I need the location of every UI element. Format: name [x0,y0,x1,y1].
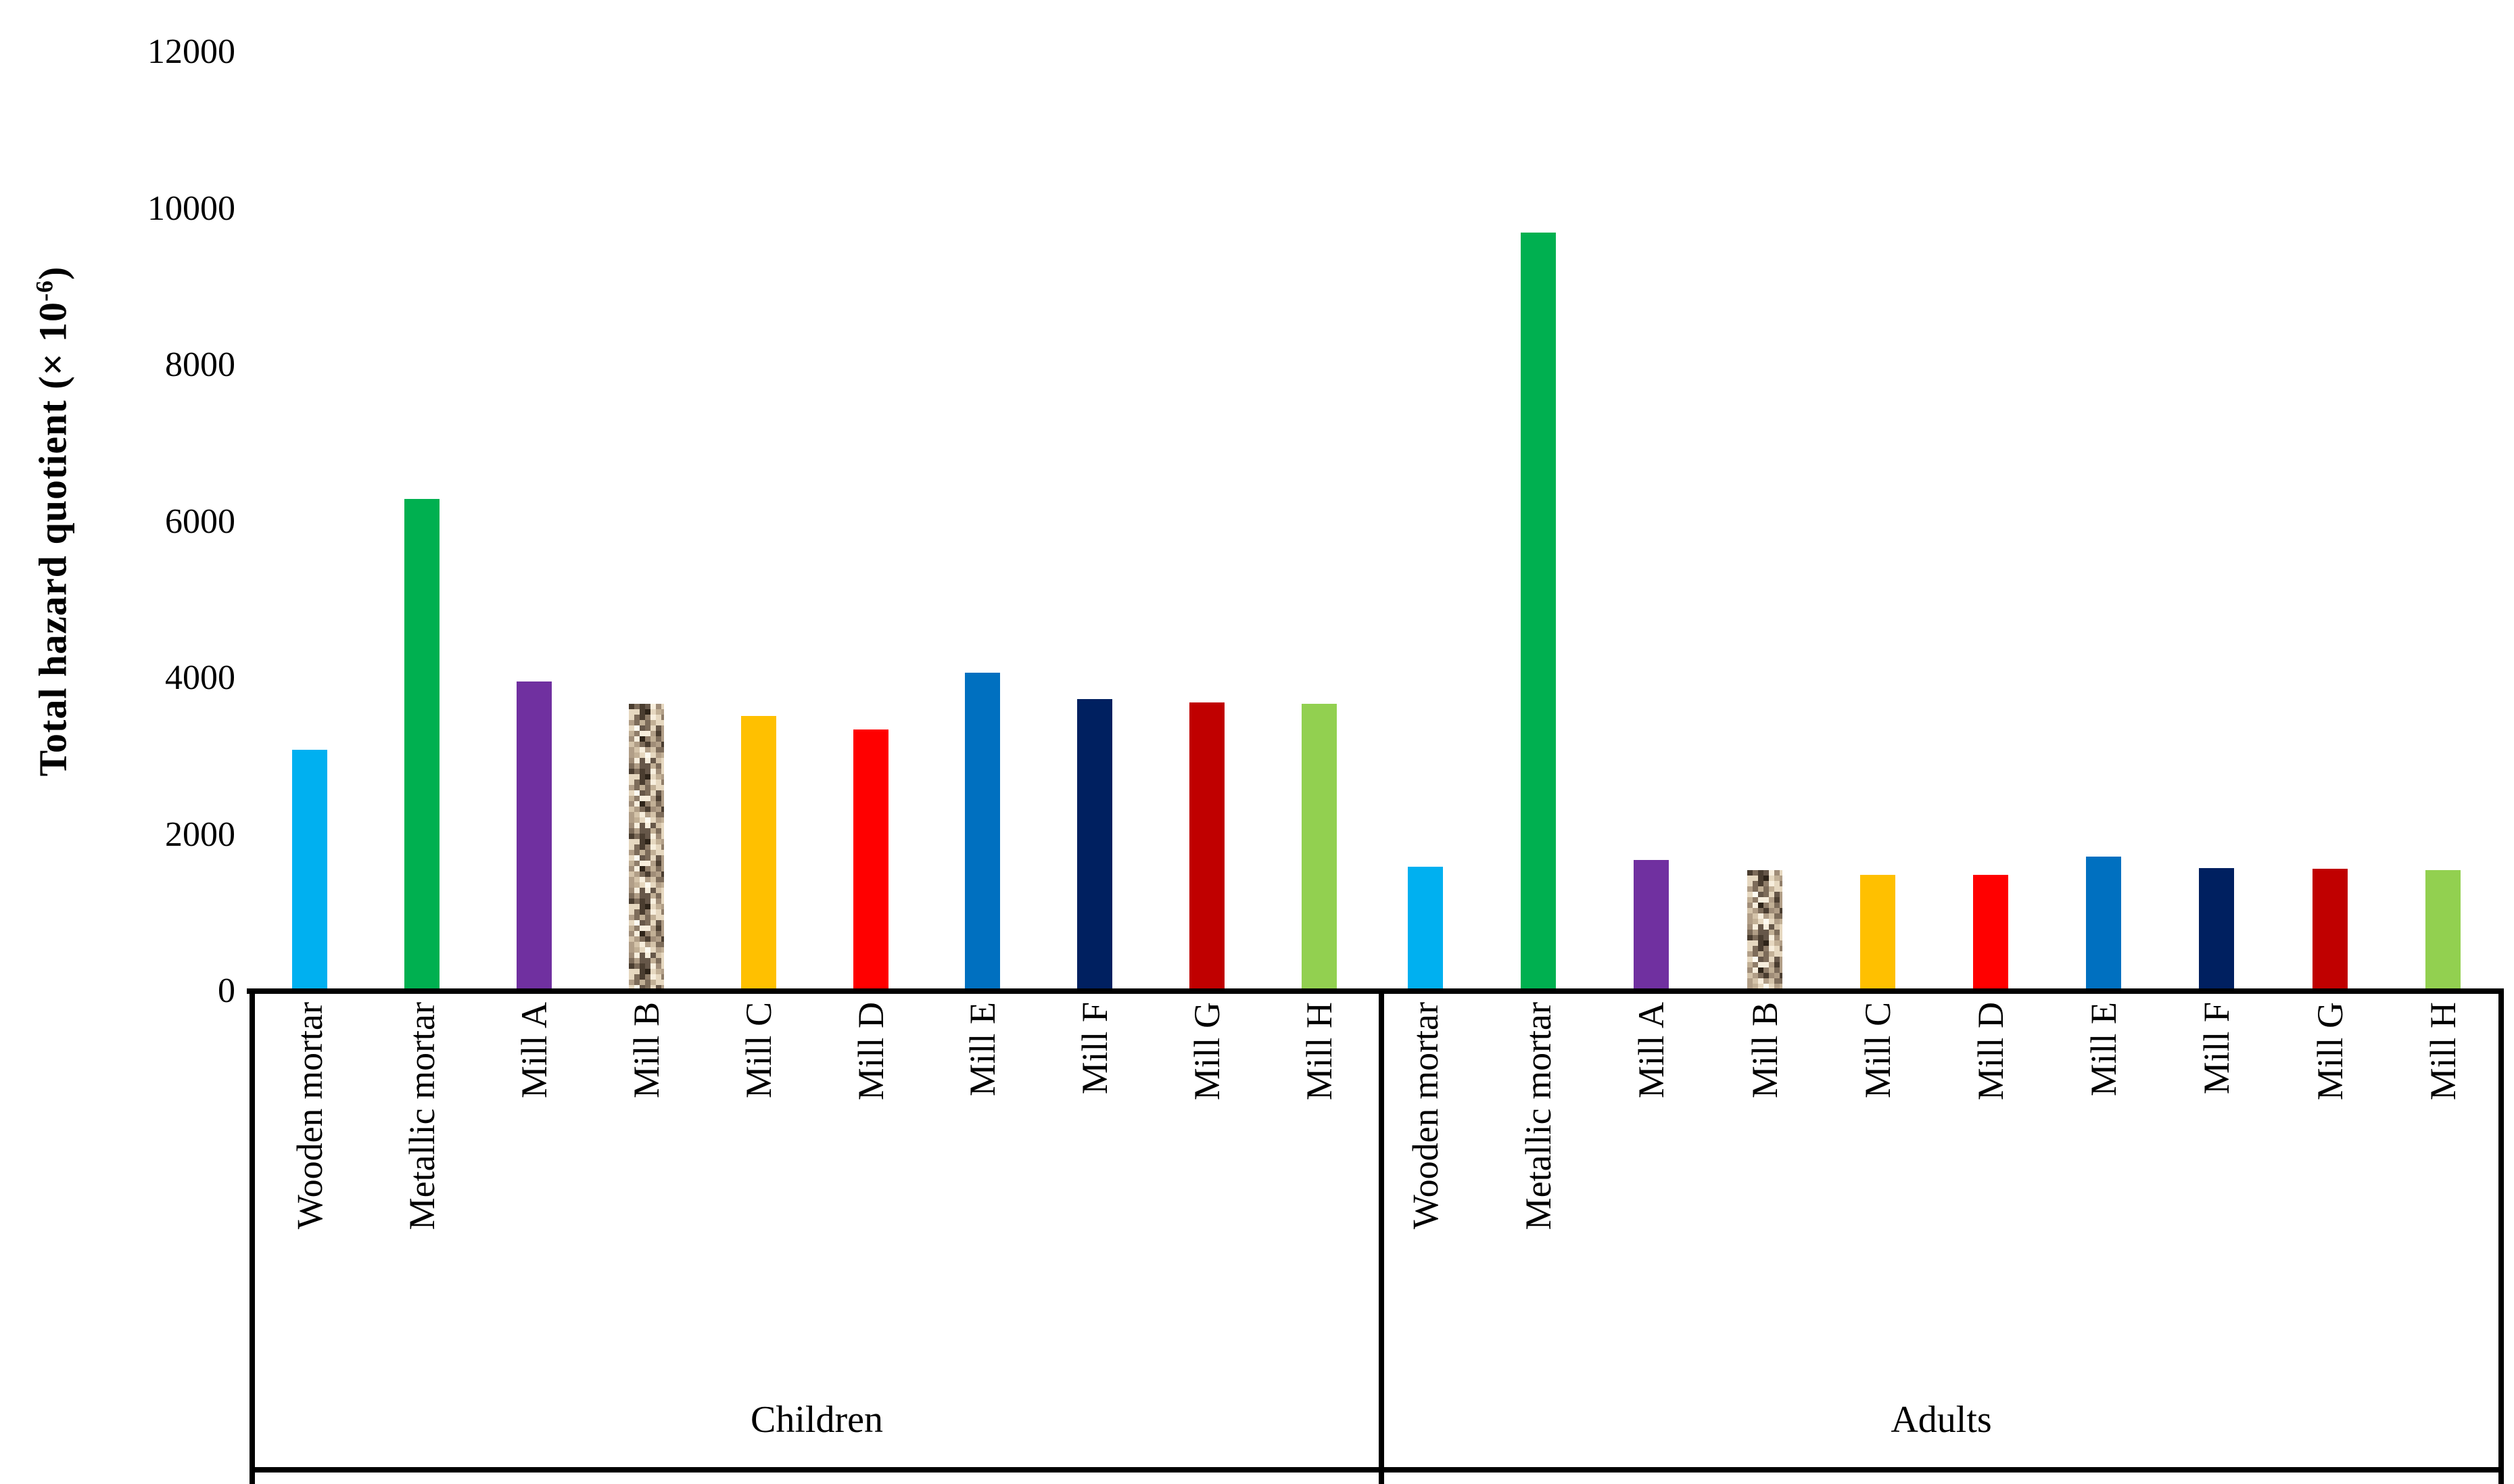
category-label-adults-mill-a: Mill A [1631,1002,1672,1099]
bar-adults-mill-b [1747,870,1782,991]
category-box-bottom-border [250,1467,2504,1473]
category-label-adults-mill-d: Mill D [1970,1002,2011,1101]
bar-children-mill-g [1189,702,1225,991]
bar-adults-mill-a [1634,860,1669,991]
bar-adults-mill-h [2425,870,2461,991]
y-tick-label-10000: 10000 [147,189,235,228]
category-label-children-mill-g: Mill G [1187,1002,1228,1101]
y-axis-title-exponent: -6 [30,279,58,302]
bar-adults-metallic-mortar [1521,233,1557,991]
bar-children-metallic-mortar [404,499,440,991]
y-tick-label-4000: 4000 [165,659,235,697]
group-label-adults: Adults [1891,1399,1992,1441]
category-label-adults-mill-h: Mill H [2422,1002,2463,1101]
category-label-children-mill-c: Mill C [738,1002,779,1099]
category-label-children-mill-e: Mill E [962,1002,1003,1097]
category-label-children-mill-a: Mill A [513,1002,554,1099]
bar-adults-wooden-mortar [1408,867,1443,991]
category-label-adults-mill-b: Mill B [1744,1002,1785,1099]
bar-children-mill-c [740,716,776,991]
y-tick-label-8000: 8000 [165,345,235,384]
y-tick-label-0: 0 [218,972,235,1010]
bar-children-wooden-mortar [292,750,327,991]
category-label-children-mill-d: Mill D [850,1002,891,1101]
category-label-children-metallic-mortar: Metallic mortar [401,1002,442,1230]
category-label-adults-mill-g: Mill G [2309,1002,2350,1101]
y-tick-label-2000: 2000 [165,815,235,854]
y-tick-label-12000: 12000 [147,32,235,71]
category-label-children-mill-b: Mill B [625,1002,667,1099]
bar-children-mill-d [853,729,888,991]
category-label-children-wooden-mortar: Wooden mortar [289,1002,330,1230]
category-label-adults-wooden-mortar: Wooden mortar [1405,1002,1446,1230]
category-label-adults-mill-e: Mill E [2083,1002,2125,1097]
category-label-adults-metallic-mortar: Metallic mortar [1518,1002,1559,1230]
y-axis-title-close: ) [30,266,75,280]
bar-children-mill-e [965,673,1001,991]
bar-adults-mill-d [1973,875,2008,991]
bar-children-mill-a [516,681,552,991]
category-label-children-mill-h: Mill H [1299,1002,1340,1101]
bar-children-mill-b [628,704,664,991]
bar-adults-mill-c [1859,875,1895,991]
category-label-adults-mill-f: Mill F [2196,1002,2237,1095]
category-box-group-divider [1379,991,1384,1484]
group-label-children: Children [751,1399,883,1441]
bar-children-mill-f [1077,699,1113,991]
category-box-left-border [250,991,255,1484]
y-tick-label-6000: 6000 [165,502,235,541]
bar-adults-mill-f [2199,868,2235,991]
bar-children-mill-h [1302,704,1337,991]
category-box-right-border [2498,991,2504,1484]
category-label-children-mill-f: Mill F [1074,1002,1116,1095]
bar-adults-mill-e [2086,857,2122,991]
bar-adults-mill-g [2312,869,2348,991]
category-label-adults-mill-c: Mill C [1857,1002,1898,1099]
x-axis-line [247,988,2504,994]
